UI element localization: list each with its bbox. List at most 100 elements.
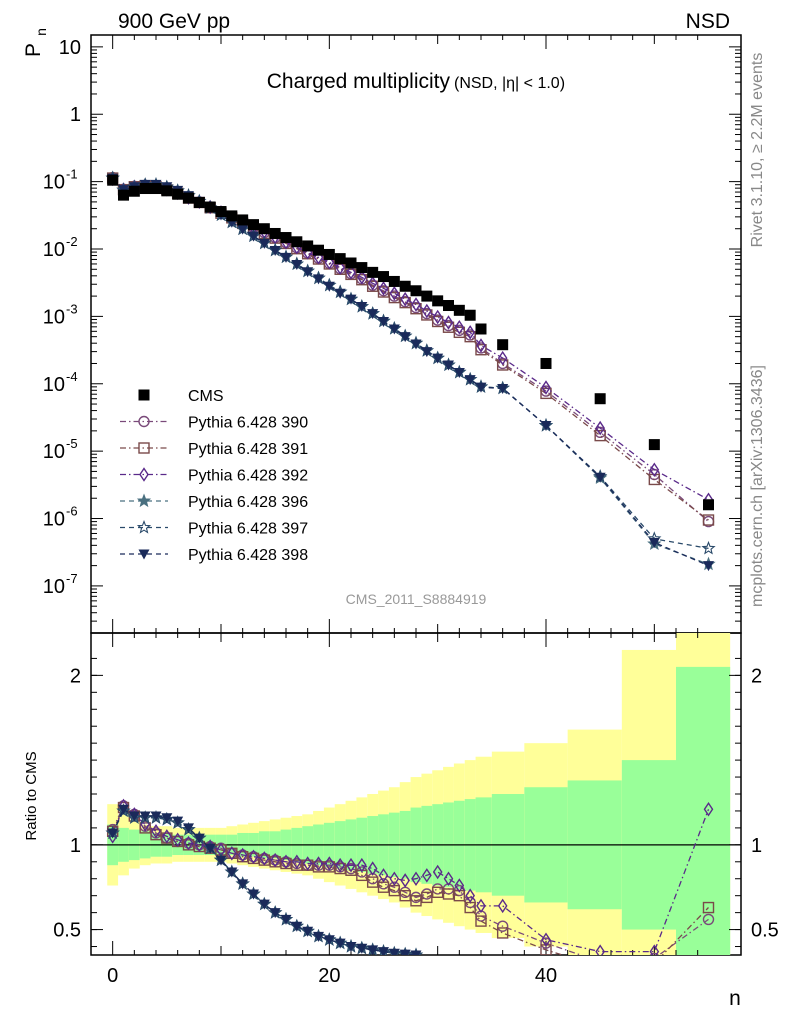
ratio-data-point: [323, 935, 335, 946]
ratio-data-point: [476, 898, 486, 914]
ratio-data-point: [356, 857, 367, 873]
data-point: [475, 382, 487, 393]
y-tick-label: 10: [43, 374, 65, 396]
ratio-data-point: [204, 843, 216, 854]
ratio-data-point: [172, 832, 183, 848]
data-point: [237, 224, 249, 235]
data-point: [345, 294, 357, 305]
ratio-data-point: [313, 931, 324, 942]
ratio-data-point: [378, 947, 389, 955]
ratio-data-point: [324, 856, 335, 871]
data-point: [399, 332, 411, 343]
data-point: [161, 185, 173, 197]
ratio-data-point: [226, 867, 238, 878]
data-point: [432, 309, 443, 325]
y-tick-exponent: -2: [66, 234, 78, 249]
data-point: [703, 561, 714, 572]
y-tick-exponent: -1: [66, 167, 78, 182]
data-point: [400, 291, 411, 307]
data-point: [497, 384, 509, 395]
legend-label: Pythia 6.428 397: [188, 521, 308, 538]
ratio-data-point: [270, 852, 281, 868]
data-point: [389, 286, 400, 301]
ratio-data-point: [139, 811, 151, 822]
data-point: [302, 240, 314, 252]
ratio-data-point: [541, 932, 551, 948]
data-point: [291, 236, 303, 248]
legend-marker: [138, 442, 150, 454]
data-point: [183, 192, 194, 204]
main-series: [105, 170, 716, 572]
ratio-data-point: [421, 891, 433, 904]
data-point: [648, 439, 660, 451]
ratio-data-point: [367, 861, 378, 876]
data-point: [280, 252, 292, 263]
legend-marker: [139, 467, 149, 482]
data-point: [150, 183, 162, 195]
ratio-data-point: [161, 829, 172, 844]
data-point: [367, 266, 379, 278]
ratio-data-point: [215, 855, 227, 866]
data-point: [421, 347, 433, 358]
ratio-data-point: [399, 889, 411, 902]
data-point: [648, 473, 661, 486]
data-point: [226, 210, 238, 222]
ratio-data-point: [432, 864, 443, 880]
data-point: [269, 227, 281, 239]
data-point: [410, 303, 422, 315]
y-tick-label: 10: [43, 509, 65, 531]
data-point: [702, 514, 715, 526]
legend-label: Pythia 6.428 391: [188, 441, 308, 458]
data-point: [594, 472, 606, 483]
legend-marker: [138, 549, 150, 560]
y-tick-label: 10: [43, 239, 65, 261]
data-point: [475, 344, 487, 356]
ratio-data-point: [497, 898, 508, 914]
ratio-uncertainty-bands: [91, 633, 741, 955]
y-tick-label: 10: [43, 306, 65, 328]
legend-label: Pythia 6.428 392: [188, 468, 308, 485]
data-point: [107, 174, 119, 186]
y-tick-exponent: -7: [66, 571, 78, 586]
data-point: [540, 357, 552, 369]
ratio-data-point: [302, 926, 314, 937]
legend-marker: [138, 389, 150, 401]
y-tick-exponent: -5: [66, 436, 78, 451]
data-point: [345, 257, 357, 269]
ratio-data-point: [595, 944, 606, 955]
data-point: [497, 339, 509, 351]
data-point: [541, 380, 551, 395]
legend-label: CMS: [188, 388, 224, 405]
y-tick-exponent: -3: [66, 301, 78, 316]
data-point: [367, 309, 379, 320]
data-point: [454, 319, 465, 335]
y-tick-label: 10: [43, 576, 65, 598]
data-point: [443, 360, 454, 371]
ratio-data-point: [703, 801, 714, 817]
ratio-data-point: [313, 856, 324, 871]
data-point: [334, 288, 346, 299]
ratio-data-point: [410, 895, 422, 907]
data-point: [464, 375, 476, 386]
data-point: [410, 285, 422, 297]
data-point: [248, 219, 259, 231]
data-point: [324, 255, 335, 270]
data-point: [648, 538, 660, 549]
data-point: [540, 387, 552, 400]
ratio-y-tick-label-right: 0.5: [751, 920, 779, 942]
x-tick-label: 40: [535, 965, 557, 987]
ratio-data-point: [150, 828, 162, 841]
rivet-version-text: Rivet 3.1.10, ≥ 2.2M events: [749, 53, 766, 248]
y-tick-label: 10: [59, 37, 81, 59]
ratio-data-point: [280, 914, 292, 925]
ratio-data-point: [302, 856, 313, 871]
x-tick-label: 20: [318, 965, 340, 987]
main-plot-frame: [90, 34, 742, 634]
data-point: [442, 321, 455, 333]
data-point: [453, 367, 465, 378]
y-tick-exponent: -4: [66, 369, 78, 384]
ratio-data-point: [291, 921, 303, 932]
data-point: [432, 353, 444, 364]
data-point: [378, 271, 389, 283]
ratio-data-point: [172, 816, 184, 827]
